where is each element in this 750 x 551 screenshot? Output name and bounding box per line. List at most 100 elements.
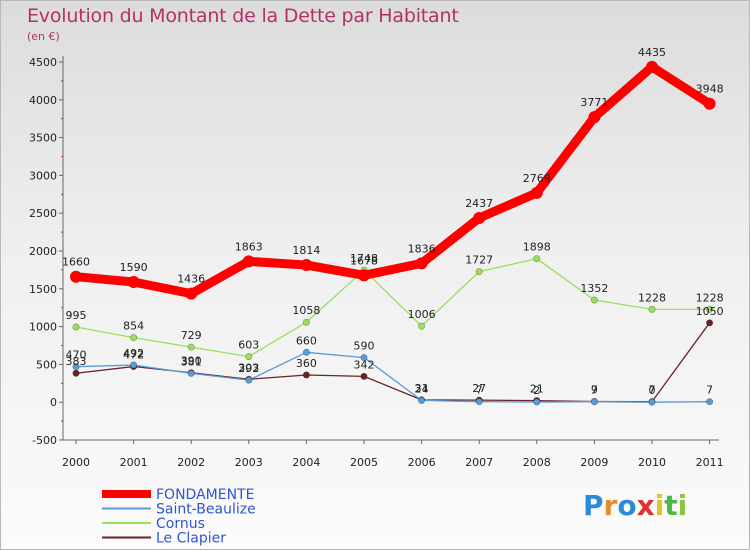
legend-label: Cornus — [156, 516, 205, 532]
data-point — [475, 398, 483, 406]
data-label: 1436 — [177, 273, 205, 286]
data-label: 729 — [181, 329, 202, 342]
x-tick-label: 2007 — [465, 456, 493, 469]
y-tick-label: 1500 — [29, 283, 57, 296]
series-line-saint-beaulize — [75, 351, 711, 403]
x-tick-label: 2003 — [235, 456, 263, 469]
data-label: 360 — [296, 357, 317, 370]
y-tick-label: 0 — [50, 396, 57, 409]
data-point — [706, 305, 714, 313]
data-point — [533, 398, 541, 406]
x-tick-label: 2001 — [120, 456, 148, 469]
x-tick-label: 2006 — [408, 456, 436, 469]
data-point — [187, 343, 195, 351]
data-label: 2437 — [465, 197, 493, 210]
data-label: 292 — [238, 362, 259, 375]
data-point — [530, 186, 543, 199]
data-point — [703, 97, 716, 110]
data-point — [245, 353, 253, 361]
data-point — [300, 259, 313, 272]
y-tick-label: 4000 — [29, 94, 57, 107]
series-layer — [70, 60, 716, 406]
data-point — [648, 398, 656, 406]
data-point — [187, 369, 195, 377]
data-label: 1660 — [62, 256, 90, 269]
data-label: 1898 — [523, 241, 551, 254]
data-label: 7 — [649, 384, 656, 397]
data-label: 342 — [354, 358, 375, 371]
data-point — [242, 255, 255, 268]
y-tick-label: 3000 — [29, 169, 57, 182]
data-point — [590, 398, 598, 406]
data-label: 472 — [123, 349, 144, 362]
x-tick-label: 2000 — [62, 456, 90, 469]
data-point — [185, 287, 198, 300]
data-point — [360, 354, 368, 362]
data-point — [70, 270, 82, 283]
y-tick-label: 3500 — [29, 132, 57, 145]
data-label: 1228 — [696, 291, 724, 304]
data-point — [72, 323, 80, 331]
y-tick-label: 500 — [36, 358, 57, 371]
data-label: 3948 — [696, 83, 724, 96]
series-line-le-clapier — [75, 322, 711, 403]
data-point — [473, 211, 486, 224]
data-label: 31 — [415, 382, 429, 395]
y-tick-label: 4500 — [29, 56, 57, 69]
data-label: 470 — [66, 349, 87, 362]
data-label: 995 — [66, 309, 87, 322]
data-label: 9 — [591, 384, 598, 397]
data-point — [648, 305, 656, 313]
data-label: 492 — [123, 347, 144, 360]
data-label: 2769 — [523, 172, 551, 185]
data-point — [706, 319, 714, 327]
data-point — [588, 111, 601, 124]
data-label: 1590 — [120, 261, 148, 274]
data-label: 7 — [706, 384, 713, 397]
data-point — [418, 396, 426, 404]
chart-subtitle: (en €) — [27, 30, 60, 43]
y-tick-label: -500 — [32, 434, 57, 447]
data-label: 7 — [591, 384, 598, 397]
x-tick-label: 2008 — [523, 456, 551, 469]
data-point — [475, 268, 483, 276]
data-label: 1228 — [638, 291, 666, 304]
legend-label: Saint-Beaulize — [156, 502, 256, 518]
data-label: 24 — [415, 382, 429, 395]
data-point — [415, 257, 428, 270]
data-label: 381 — [181, 355, 202, 368]
data-label: 1748 — [350, 252, 378, 265]
data-point — [358, 269, 370, 282]
data-label: 4435 — [638, 46, 666, 59]
data-label: 590 — [354, 340, 375, 353]
data-point — [302, 318, 310, 326]
data-label: 1678 — [350, 254, 378, 267]
x-tick-label: 2010 — [638, 456, 666, 469]
data-label: 1006 — [408, 308, 436, 321]
data-point — [360, 372, 368, 380]
legend-label: Le Clapier — [156, 531, 226, 547]
data-point — [72, 363, 80, 371]
chart-title: Evolution du Montant de la Dette par Hab… — [27, 5, 459, 27]
data-label: 7 — [476, 384, 483, 397]
x-tick-label: 2002 — [177, 456, 205, 469]
data-label: 383 — [66, 355, 87, 368]
data-label: 1058 — [292, 304, 320, 317]
data-label: 390 — [181, 355, 202, 368]
data-label: 21 — [530, 383, 544, 396]
y-tick-label: 2500 — [29, 207, 57, 220]
x-tick-label: 2011 — [696, 456, 724, 469]
data-label: 3771 — [580, 96, 608, 109]
x-tick-label: 2009 — [580, 456, 608, 469]
legend-label: FONDAMENTE — [156, 487, 254, 503]
data-label: 27 — [472, 382, 486, 395]
data-label: 303 — [238, 361, 259, 374]
x-tick-label: 2005 — [350, 456, 378, 469]
data-label: 0 — [649, 384, 656, 397]
data-point — [302, 371, 310, 379]
data-point — [302, 348, 310, 356]
